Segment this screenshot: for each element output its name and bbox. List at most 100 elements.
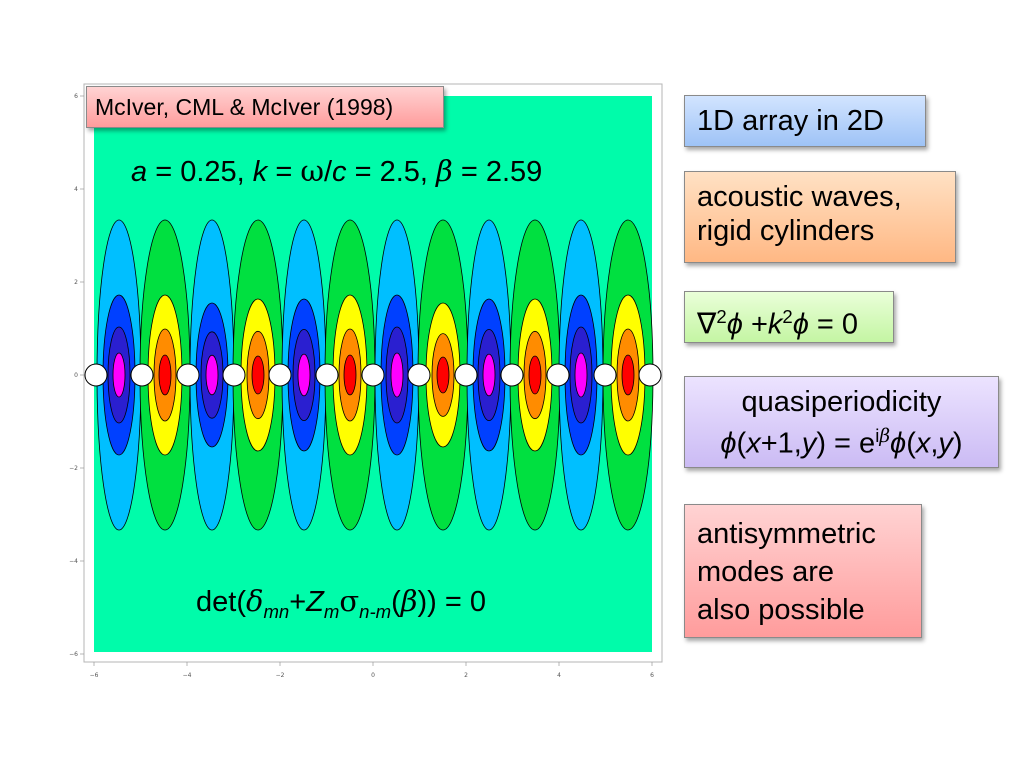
note-acoustic: acoustic waves, rigid cylinders [684,171,956,263]
cylinder-3 [222,363,246,387]
param-k: k [252,156,268,188]
quasi-exp-i: i [875,425,880,446]
det-suffix: )) = 0 [417,586,487,618]
det-Z-sub: m [323,600,340,622]
det-Z: Z [306,586,324,618]
contour-lobe-5-level-3 [343,354,357,396]
y-tick-label: 4 [74,186,78,193]
note-quasiperiodicity: quasiperiodicity ϕ(x+1,y) = eiβϕ(x,y) [684,376,999,468]
det-delta-sub: mn [263,600,290,622]
quasi-close-eq: ) = e [816,427,876,460]
parameter-line: a = 0.25, k = ω/c = 2.5, β = 2.59 [131,154,542,189]
contour-lobe-9-level-3 [528,355,542,395]
anti-line3: also possible [697,594,865,626]
cylinder-6 [361,363,385,387]
note-antisymmetric: antisymmetric modes are also possible [684,504,922,638]
det-paren: ( [391,586,401,618]
det-prefix: det( [196,586,246,618]
quasi-x: x [746,427,761,460]
contour-lobe-10-level-3 [574,352,588,398]
y-tick-label: −4 [69,558,78,565]
param-c: c [332,156,347,188]
x-tick-label: −6 [90,672,99,679]
helmholtz-phi: ϕ [726,308,743,341]
contour-lobe-6-level-3 [390,352,404,398]
quasi-exp-beta: β [879,426,891,447]
y-tick-label: −6 [69,651,78,658]
quasi-plus1: +1, [760,427,802,460]
cylinder-12 [638,363,662,387]
quasi-y2: y [938,427,953,460]
x-tick-label: −2 [276,672,285,679]
cylinder-7 [407,363,431,387]
quasi-phi2: ϕ [890,427,907,460]
helmholtz-sq: 2 [716,306,727,327]
det-plus: + [289,586,307,618]
quasi-open2: ( [906,427,916,460]
y-tick-label: 6 [74,93,78,100]
param-beta-value: = 2.59 [460,156,543,188]
helmholtz-eq: = 0 [816,308,859,341]
param-omega: ω [300,154,324,188]
helmholtz-nabla: ∇ [697,308,717,341]
param-slash: / [323,156,333,188]
contour-lobe-2-level-3 [205,354,219,396]
anti-line2: modes are [697,556,835,588]
contour-lobe-8-level-3 [482,353,496,397]
quasi-equation: ϕ(x+1,y) = eiβϕ(x,y) [685,419,998,461]
contour-lobe-7-level-3 [436,356,450,394]
cylinder-4 [268,363,292,387]
y-tick-label: −2 [69,465,78,472]
contour-lobe-0-level-3 [112,352,126,398]
anti-line1: antisymmetric [697,518,876,550]
quasi-x2: x [915,427,931,460]
note-acoustic-line2: rigid cylinders [697,215,875,247]
cylinder-markers [84,363,662,387]
helmholtz-k: k [767,308,783,341]
y-tick-label: 0 [74,372,78,379]
quasi-phi: ϕ [720,427,737,460]
cylinder-5 [315,363,339,387]
quasi-close2: ) [952,427,963,460]
helmholtz-phi2: ϕ [792,308,809,341]
x-tick-label: 2 [464,672,468,679]
contour-lobe-4-level-3 [297,353,311,397]
note-array-text: 1D array in 2D [697,105,884,137]
contour-lobe-1-level-3 [158,354,172,396]
helmholtz-k-sq: 2 [782,306,793,327]
x-tick-label: 4 [557,672,561,679]
cylinder-0 [84,363,108,387]
cylinder-2 [176,363,200,387]
note-array: 1D array in 2D [684,95,926,147]
axis-ticks: −6 −4 −2 0 2 4 6 6 4 2 0 −2 −4 −6 [69,93,654,679]
det-sigma-sub: n-m [359,600,392,622]
citation-text: McIver, CML & McIver (1998) [95,94,394,120]
param-k-value: = 2.5, [354,156,428,188]
cylinder-9 [500,363,524,387]
x-tick-label: −4 [183,672,192,679]
x-tick-label: 6 [650,672,654,679]
quasi-y: y [801,427,817,460]
param-k-eq: = [275,156,293,188]
param-a-value: = 0.25, [155,156,245,188]
cylinder-10 [546,363,570,387]
contour-lobes [96,219,654,531]
det-beta: β [400,584,418,618]
det-delta: δ [245,584,264,618]
quasi-title: quasiperiodicity [741,386,942,418]
helmholtz-plus: + [750,308,768,341]
cylinder-1 [130,363,154,387]
note-helmholtz: ∇2ϕ +k2ϕ = 0 [684,291,894,343]
x-tick-label: 0 [371,672,375,679]
contour-lobe-3-level-3 [251,355,265,395]
det-sigma: σ [339,584,360,618]
contour-lobe-11-level-3 [621,354,635,396]
note-acoustic-line1: acoustic waves, [697,181,902,213]
y-tick-label: 2 [74,279,78,286]
param-a: a [131,156,148,188]
quasi-comma: , [930,427,939,460]
param-beta: β [436,154,453,188]
citation-box: McIver, CML & McIver (1998) [86,86,444,128]
cylinder-11 [593,363,617,387]
